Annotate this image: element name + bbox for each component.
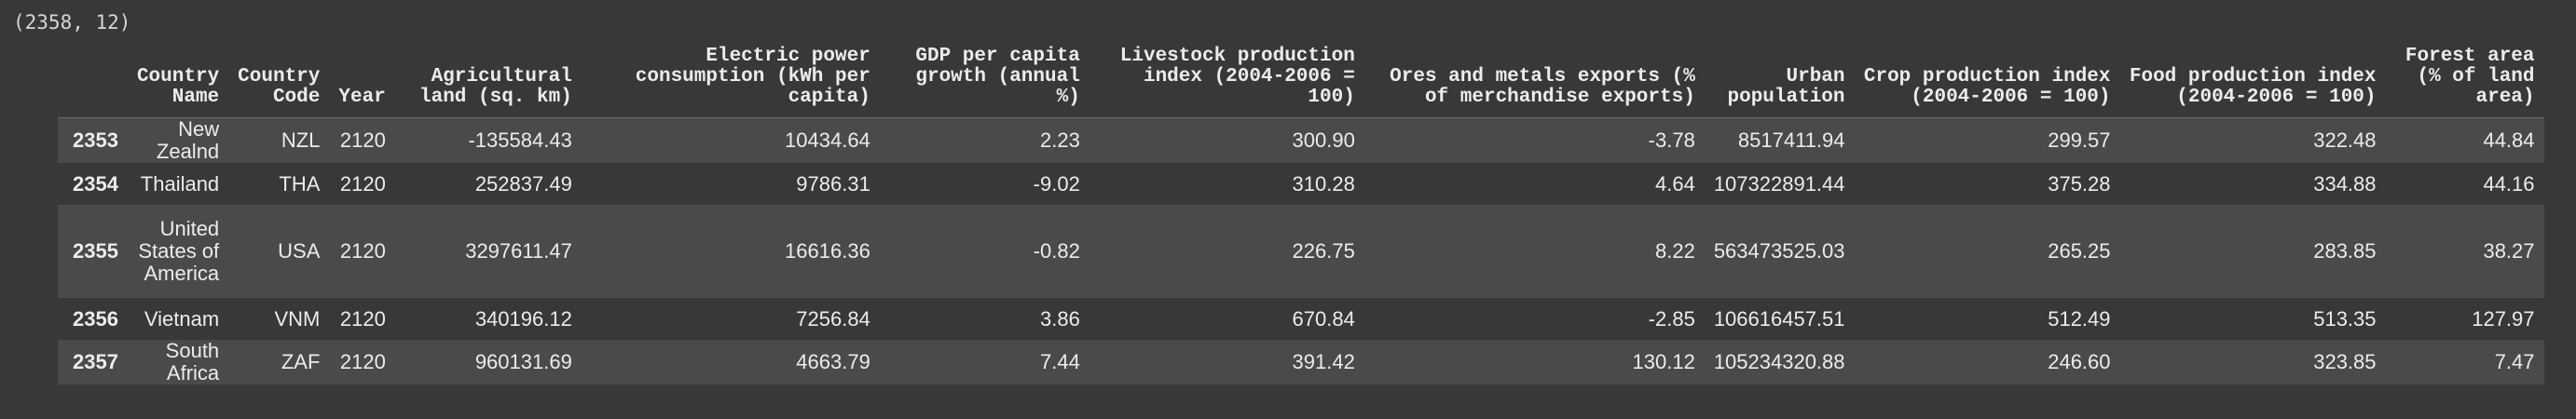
cell-country-name: Thailand xyxy=(140,171,220,196)
cell-forest-area: 7.47 xyxy=(2494,350,2535,373)
dataframe-table: Country Name Country Code Year Agricultu… xyxy=(58,41,2544,385)
cell-livestock-production-index: 391.42 xyxy=(1292,350,1355,373)
cell-food-production-index: 322.48 xyxy=(2313,128,2377,152)
cell-livestock-production-index: 226.75 xyxy=(1292,239,1355,263)
cell-gdp-per-capita-growth: 3.86 xyxy=(1039,306,1080,331)
column-header-urban-population: Urban population xyxy=(1704,41,1855,118)
cell-country-code: USA xyxy=(278,239,321,263)
cell-livestock-production-index: 300.90 xyxy=(1292,128,1355,152)
cell-crop-production-index: 512.49 xyxy=(2048,306,2111,331)
cell-electric-power-consumption: 9786.31 xyxy=(796,171,870,196)
row-index: 2356 xyxy=(73,306,118,331)
cell-urban-population: 8517411.94 xyxy=(1737,128,1845,152)
cell-gdp-per-capita-growth: -9.02 xyxy=(1033,171,1080,196)
table-row: 2357 South Africa ZAF 2120 960131.69 466… xyxy=(58,340,2544,385)
cell-livestock-production-index: 670.84 xyxy=(1292,306,1355,331)
cell-crop-production-index: 299.57 xyxy=(2048,128,2111,152)
column-header-year: Year xyxy=(329,41,395,118)
cell-forest-area: 44.16 xyxy=(2483,171,2535,196)
cell-year: 2120 xyxy=(339,171,386,196)
row-index: 2353 xyxy=(73,128,118,152)
header-row: Country Name Country Code Year Agricultu… xyxy=(58,41,2544,118)
cell-ores-metals-exports: 4.64 xyxy=(1654,171,1695,196)
cell-country-name: New Zealnd xyxy=(156,117,220,163)
cell-crop-production-index: 375.28 xyxy=(2048,171,2111,196)
table-row: 2355 United States of America USA 2120 3… xyxy=(58,205,2544,298)
table-row: 2353 New Zealnd NZL 2120 -135584.43 1043… xyxy=(58,117,2544,163)
row-index: 2354 xyxy=(73,171,118,196)
cell-agricultural-land: 960131.69 xyxy=(474,350,572,373)
cell-crop-production-index: 246.60 xyxy=(2048,350,2111,373)
cell-electric-power-consumption: 4663.79 xyxy=(796,350,870,373)
table-body: 2353 New Zealnd NZL 2120 -135584.43 1043… xyxy=(58,117,2544,385)
cell-year: 2120 xyxy=(339,128,386,152)
column-header-forest-area: Forest area (% of land area) xyxy=(2385,41,2544,118)
column-header-index xyxy=(58,41,128,118)
column-header-gdp-per-capita-growth: GDP per capita growth (annual %) xyxy=(879,41,1089,118)
column-header-livestock-production-index: Livestock production index (2004-2006 = … xyxy=(1089,41,1364,118)
table-header: Country Name Country Code Year Agricultu… xyxy=(58,41,2544,118)
row-index: 2357 xyxy=(73,350,118,373)
cell-country-code: NZL xyxy=(281,128,321,152)
cell-agricultural-land: -135584.43 xyxy=(468,128,572,152)
cell-agricultural-land: 252837.49 xyxy=(474,171,572,196)
cell-urban-population: 105234320.88 xyxy=(1713,350,1845,373)
cell-urban-population: 563473525.03 xyxy=(1713,239,1845,263)
cell-urban-population: 107322891.44 xyxy=(1713,171,1845,196)
cell-gdp-per-capita-growth: -0.82 xyxy=(1033,239,1080,263)
cell-ores-metals-exports: -2.85 xyxy=(1648,306,1695,331)
column-header-country-code: Country Code xyxy=(228,41,330,118)
cell-country-code: VNM xyxy=(274,306,321,331)
cell-country-name: Vietnam xyxy=(144,306,220,331)
cell-year: 2120 xyxy=(339,239,386,263)
cell-agricultural-land: 340196.12 xyxy=(474,306,572,331)
column-header-country-name: Country Name xyxy=(127,41,229,118)
cell-food-production-index: 334.88 xyxy=(2313,171,2377,196)
cell-gdp-per-capita-growth: 2.23 xyxy=(1039,128,1080,152)
column-header-electric-power-consumption: Electric power consumption (kWh per capi… xyxy=(581,41,880,118)
column-header-crop-production-index: Crop production index (2004-2006 = 100) xyxy=(1854,41,2120,118)
cell-livestock-production-index: 310.28 xyxy=(1292,171,1355,196)
cell-forest-area: 38.27 xyxy=(2483,239,2535,263)
cell-electric-power-consumption: 16616.36 xyxy=(785,239,870,263)
cell-food-production-index: 513.35 xyxy=(2313,306,2377,331)
cell-country-code: ZAF xyxy=(281,350,321,373)
cell-ores-metals-exports: 8.22 xyxy=(1654,239,1695,263)
cell-electric-power-consumption: 10434.64 xyxy=(785,128,870,152)
column-header-food-production-index: Food production index (2004-2006 = 100) xyxy=(2119,41,2386,118)
cell-food-production-index: 283.85 xyxy=(2313,239,2377,263)
cell-country-name: South Africa xyxy=(165,339,220,385)
cell-ores-metals-exports: -3.78 xyxy=(1648,128,1695,152)
cell-ores-metals-exports: 130.12 xyxy=(1632,350,1695,373)
cell-urban-population: 106616457.51 xyxy=(1713,306,1845,331)
dataframe-shape-text: (2358, 12) xyxy=(13,11,131,34)
table-row: 2354 Thailand THA 2120 252837.49 9786.31… xyxy=(58,163,2544,205)
cell-crop-production-index: 265.25 xyxy=(2048,239,2111,263)
cell-agricultural-land: 3297611.47 xyxy=(465,239,572,263)
column-header-agricultural-land: Agricultural land (sq. km) xyxy=(394,41,582,118)
cell-electric-power-consumption: 7256.84 xyxy=(796,306,870,331)
cell-forest-area: 127.97 xyxy=(2472,306,2535,331)
cell-country-code: THA xyxy=(279,171,321,196)
cell-year: 2120 xyxy=(339,350,386,373)
cell-food-production-index: 323.85 xyxy=(2313,350,2377,373)
cell-gdp-per-capita-growth: 7.44 xyxy=(1039,350,1080,373)
cell-year: 2120 xyxy=(339,306,386,331)
cell-country-name: United States of America xyxy=(138,217,220,285)
cell-forest-area: 44.84 xyxy=(2483,128,2535,152)
column-header-ores-metals-exports: Ores and metals exports (% of merchandis… xyxy=(1363,41,1705,118)
row-index: 2355 xyxy=(73,239,118,263)
table-row: 2356 Vietnam VNM 2120 340196.12 7256.84 … xyxy=(58,298,2544,340)
